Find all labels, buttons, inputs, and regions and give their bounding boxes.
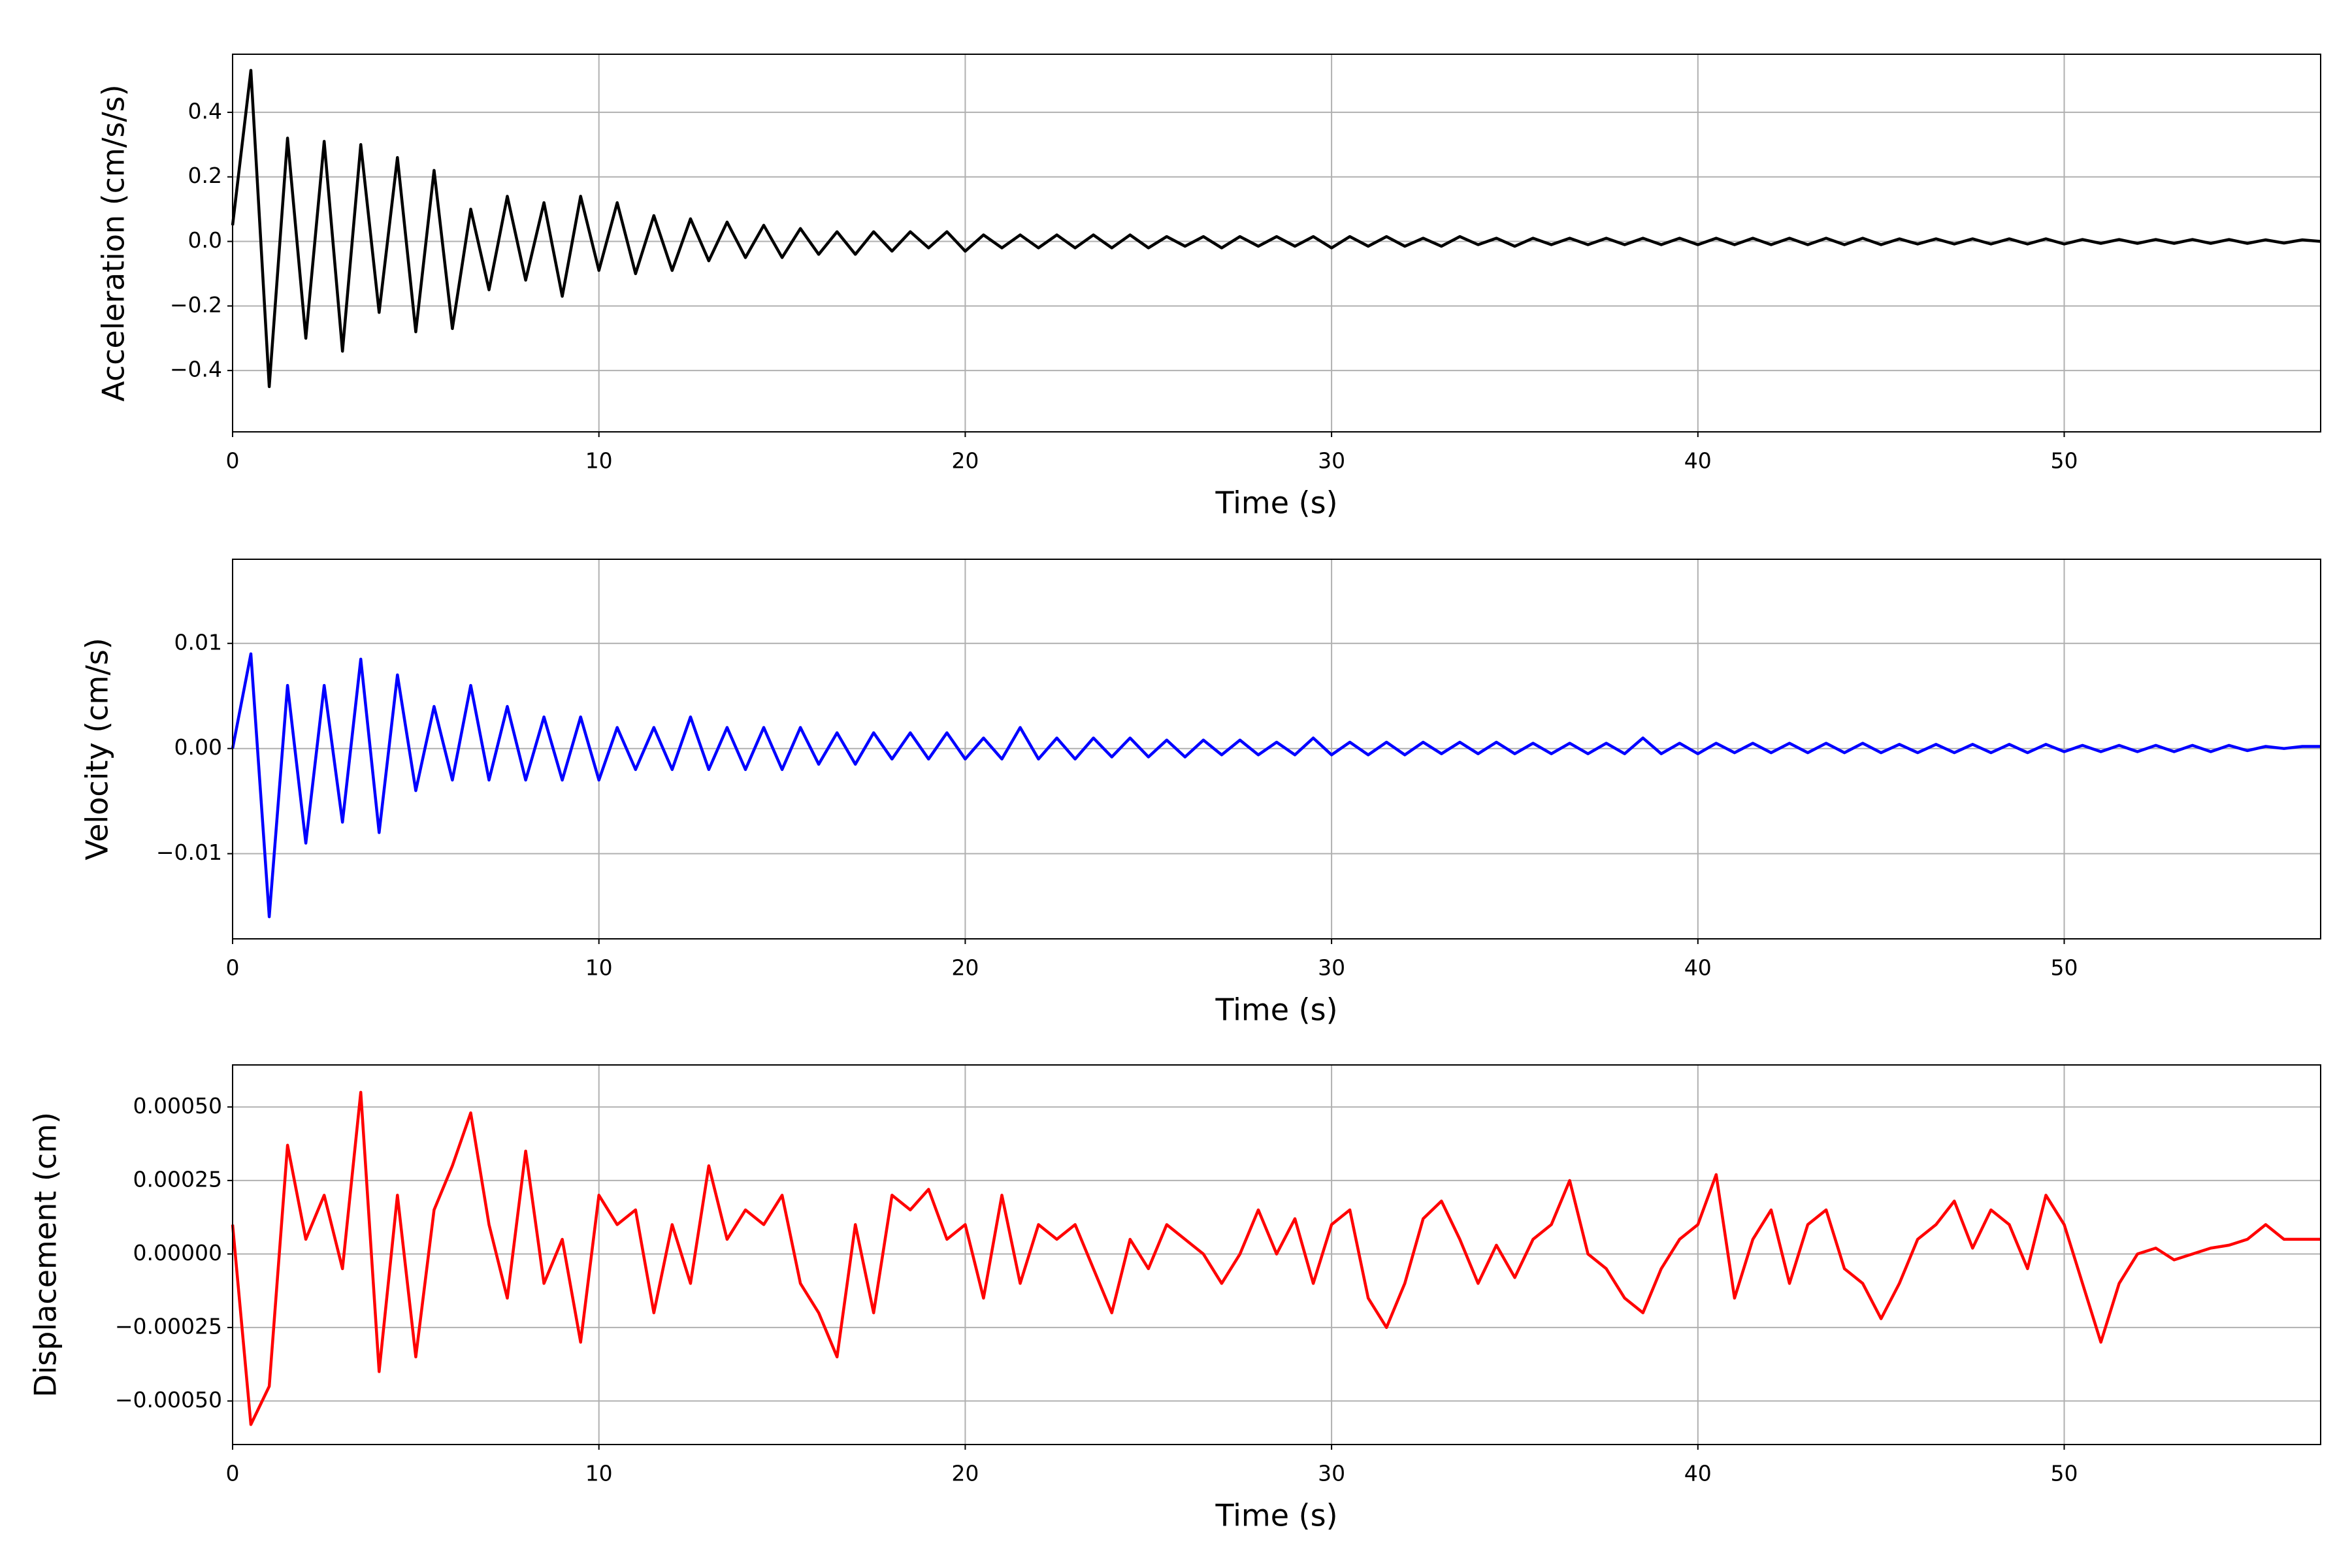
y-tick-label: −0.00050 xyxy=(115,1387,222,1413)
x-tick-label: 50 xyxy=(2051,955,2078,981)
y-tick-label: −0.4 xyxy=(170,357,222,382)
x-tick-label: 0 xyxy=(226,1461,240,1486)
x-axis-label: Time (s) xyxy=(1215,992,1337,1028)
y-axis-label: Acceleration (cm/s/s) xyxy=(96,84,131,401)
y-tick-label: 0.00 xyxy=(174,734,222,760)
data-line xyxy=(231,69,2321,389)
x-tick-label: 50 xyxy=(2051,448,2078,474)
x-tick-label: 10 xyxy=(585,1461,613,1486)
y-tick-label: −0.01 xyxy=(156,840,222,865)
axes-frame xyxy=(232,559,2321,939)
axes-frame xyxy=(232,1064,2321,1445)
y-axis-label: Velocity (cm/s) xyxy=(80,638,115,860)
x-tick-label: 30 xyxy=(1318,448,1345,474)
x-tick-label: 20 xyxy=(951,1461,979,1486)
y-tick-label: 0.0 xyxy=(188,227,222,253)
y-axis-label: Displacement (cm) xyxy=(28,1112,63,1397)
y-tick-label: 0.4 xyxy=(188,98,222,123)
y-tick-label: 0.00025 xyxy=(133,1166,222,1192)
y-tick-label: 0.01 xyxy=(174,629,222,655)
x-tick-label: 20 xyxy=(951,448,979,474)
x-tick-label: 30 xyxy=(1318,955,1345,981)
x-tick-label: 50 xyxy=(2051,1461,2078,1486)
data-line xyxy=(231,652,2321,919)
x-tick-label: 0 xyxy=(226,448,240,474)
y-tick-label: 0.00000 xyxy=(133,1240,222,1266)
x-tick-label: 0 xyxy=(226,955,240,981)
x-tick-label: 40 xyxy=(1684,1461,1712,1486)
x-tick-label: 10 xyxy=(585,955,613,981)
x-tick-label: 40 xyxy=(1684,955,1712,981)
x-tick-label: 20 xyxy=(951,955,979,981)
x-tick-label: 30 xyxy=(1318,1461,1345,1486)
axes-frame xyxy=(232,54,2321,433)
y-tick-label: −0.00025 xyxy=(115,1313,222,1339)
data-line xyxy=(231,1090,2321,1426)
y-tick-label: −0.2 xyxy=(170,292,222,318)
x-axis-label: Time (s) xyxy=(1215,485,1337,521)
y-tick-label: 0.2 xyxy=(188,163,222,188)
y-tick-label: 0.00050 xyxy=(133,1093,222,1119)
x-tick-label: 10 xyxy=(585,448,613,474)
x-tick-label: 40 xyxy=(1684,448,1712,474)
x-axis-label: Time (s) xyxy=(1215,1498,1337,1533)
